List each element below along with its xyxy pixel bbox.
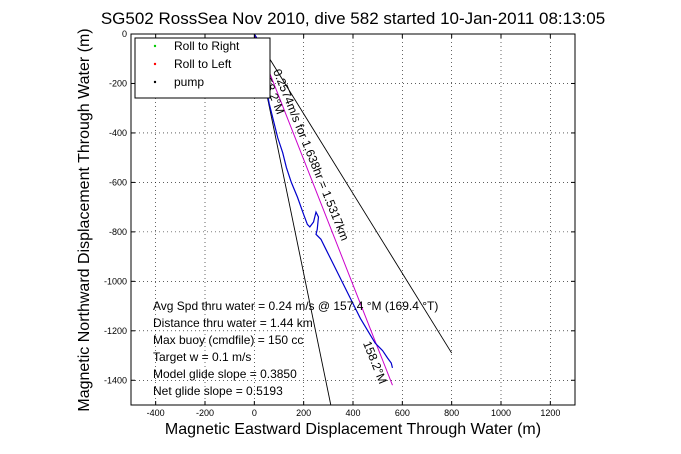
x-tick-label: 1000 bbox=[491, 408, 511, 418]
legend-box bbox=[134, 37, 271, 99]
x-tick-label: 800 bbox=[444, 408, 459, 418]
legend-marker bbox=[153, 44, 157, 48]
legend-marker bbox=[153, 80, 157, 84]
legend-label: pump bbox=[174, 75, 204, 89]
stats-line: Model glide slope = 0.3850 bbox=[153, 367, 297, 381]
y-tick-label: -400 bbox=[109, 128, 127, 138]
y-tick-label: -1400 bbox=[104, 375, 127, 385]
y-tick-label: 0 bbox=[122, 29, 127, 39]
y-tick-label: -1200 bbox=[104, 326, 127, 336]
y-tick-label: -800 bbox=[109, 227, 127, 237]
track-path bbox=[253, 33, 394, 369]
legend-marker bbox=[153, 62, 157, 66]
x-tick-label: 600 bbox=[395, 408, 410, 418]
y-tick-label: -1000 bbox=[104, 276, 127, 286]
y-axis-ticks: 0 -200 -400 -600 -800 -1000 -1200 -1400 bbox=[104, 29, 575, 385]
x-tick-label: -400 bbox=[147, 408, 165, 418]
x-axis-ticks: -400 -200 0 200 400 600 800 1000 1200 bbox=[147, 34, 560, 418]
x-tick-label: 400 bbox=[345, 408, 360, 418]
stats-line: Net glide slope = 0.5193 bbox=[153, 384, 283, 398]
x-tick-label: 200 bbox=[296, 408, 311, 418]
y-axis-label: Magnetic Northward Displacement Through … bbox=[76, 28, 93, 411]
x-tick-label: -200 bbox=[196, 408, 214, 418]
stats-annotations: Avg Spd thru water = 0.24 m/s @ 157.4 °M… bbox=[153, 299, 438, 398]
stats-line: Distance thru water = 1.44 km bbox=[153, 316, 313, 330]
stats-line: Max buoy (cmdfile) = 150 cc bbox=[153, 333, 303, 347]
y-tick-label: -200 bbox=[109, 78, 127, 88]
stats-line: Target w = 0.1 m/s bbox=[153, 350, 251, 364]
dive-track bbox=[253, 33, 394, 369]
x-tick-label: 1200 bbox=[540, 408, 560, 418]
reference-line bbox=[253, 33, 393, 386]
reference-line-path bbox=[253, 33, 393, 386]
x-tick-label: 0 bbox=[252, 408, 257, 418]
y-tick-label: -600 bbox=[109, 177, 127, 187]
chart-title: SG502 RossSea Nov 2010, dive 582 started… bbox=[101, 9, 605, 28]
stats-line: Avg Spd thru water = 0.24 m/s @ 157.4 °M… bbox=[153, 299, 438, 313]
legend: Roll to Right Roll to Left pump bbox=[134, 37, 271, 99]
legend-label: Roll to Left bbox=[174, 57, 232, 71]
heading-line bbox=[253, 33, 453, 354]
legend-label: Roll to Right bbox=[174, 39, 240, 53]
x-axis-label: Magnetic Eastward Displacement Through W… bbox=[165, 421, 541, 438]
